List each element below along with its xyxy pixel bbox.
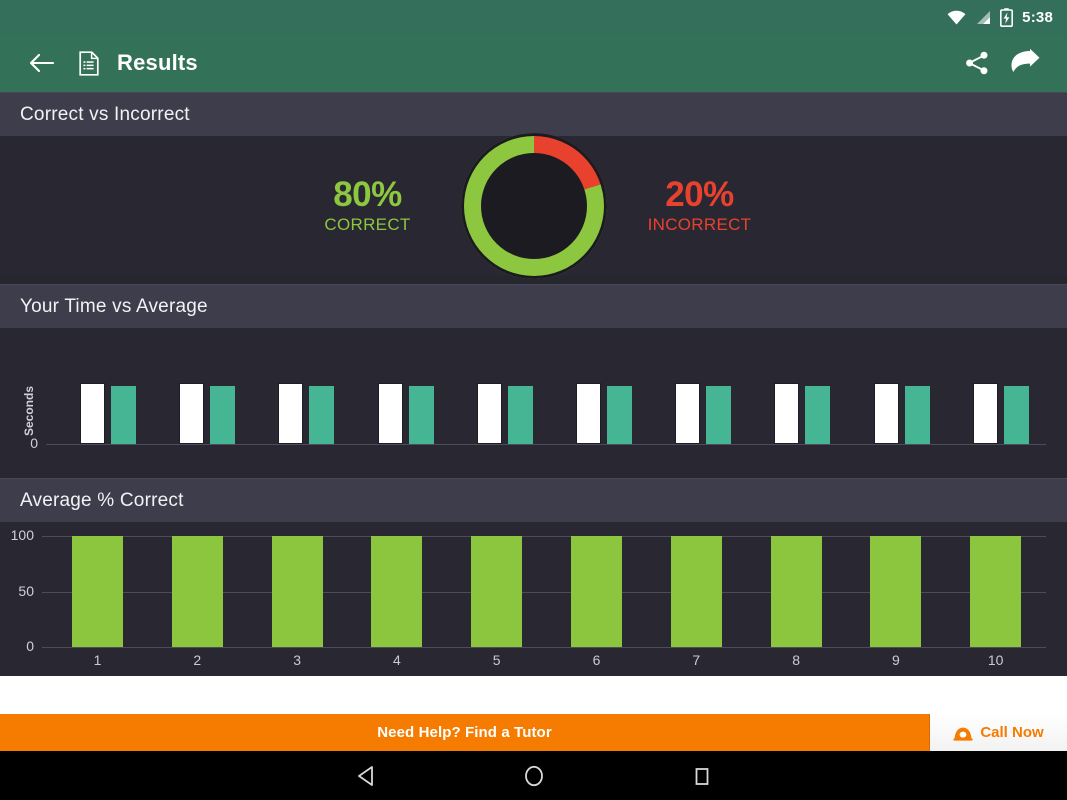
x-tick-10: 10 — [987, 652, 1004, 668]
incorrect-stat: 20% INCORRECT — [625, 177, 775, 235]
bar-your-time-1 — [80, 383, 105, 444]
wifi-icon — [947, 10, 966, 25]
bar-your-time-2 — [179, 383, 205, 444]
bar-your-time-7 — [675, 383, 701, 444]
x-tick-9: 9 — [891, 652, 900, 668]
bar-average-1 — [111, 386, 136, 444]
app-bar: Results — [0, 34, 1067, 92]
correct-label: CORRECT — [324, 214, 411, 234]
incorrect-percent: 20% — [665, 175, 734, 215]
donut-chart-body: 80% CORRECT 20% INCORRECT — [0, 133, 1067, 279]
panel-header-your-time-vs-average: Your Time vs Average — [0, 284, 1067, 328]
x-tick-4: 4 — [392, 652, 401, 668]
bar-average-7 — [706, 386, 732, 444]
bar-average-correct-4 — [371, 536, 423, 647]
share-icon[interactable] — [953, 39, 1001, 87]
bar-your-time-5 — [476, 383, 502, 444]
x-tick-6: 6 — [592, 652, 601, 668]
y-tick-50: 50 — [18, 582, 34, 599]
back-arrow-icon[interactable] — [18, 40, 64, 86]
bar-average-correct-6 — [571, 536, 622, 647]
section-correct-vs-incorrect: Correct vs Incorrect 80% CORRECT 20% INC… — [0, 92, 1067, 279]
banner-text[interactable]: Need Help? Find a Tutor — [377, 724, 552, 741]
tutor-ad-banner[interactable]: Need Help? Find a Tutor Call Now — [0, 714, 1067, 751]
triangle-back-icon[interactable] — [342, 752, 390, 800]
document-icon — [72, 40, 106, 86]
bar-average-6 — [607, 386, 632, 444]
bar-your-time-6 — [576, 383, 601, 444]
bar-average-3 — [309, 386, 335, 444]
android-nav-bar — [0, 751, 1067, 800]
send-arrow-icon[interactable] — [1001, 39, 1049, 87]
page-title: Results — [117, 50, 198, 75]
bar-average-2 — [210, 386, 236, 444]
bar-average-correct-1 — [72, 536, 123, 647]
bar-average-correct-3 — [271, 536, 323, 647]
x-tick-8: 8 — [792, 652, 800, 668]
square-recents-icon[interactable] — [678, 752, 726, 800]
correct-percent: 80% — [333, 175, 402, 215]
phone-icon — [953, 725, 973, 741]
x-tick-5: 5 — [492, 652, 501, 668]
bar-average-4 — [408, 386, 434, 444]
time-vs-average-chart: Seconds012345678910 — [0, 328, 1067, 478]
bar-average-correct-10 — [970, 536, 1022, 647]
average-percent-correct-chart: 0 50 100 1 2 3 4 5 6 7 8 9 10 — [0, 522, 1067, 676]
status-clock: 5:38 — [1022, 8, 1053, 26]
chart-gridline — [46, 444, 1046, 445]
bar-average-correct-7 — [670, 536, 722, 647]
bar-average-correct-5 — [471, 536, 523, 647]
status-bar: 5:38 — [0, 0, 1067, 34]
call-now-label: Call Now — [980, 724, 1044, 741]
panel-title: Your Time vs Average — [20, 295, 208, 317]
panel-header-correct-vs-incorrect: Correct vs Incorrect — [0, 92, 1067, 136]
bar-your-time-4 — [377, 383, 403, 444]
y-tick-0: 0 — [26, 638, 34, 654]
signal-icon — [975, 10, 991, 25]
bar-your-time-8 — [774, 383, 800, 444]
section-average-percent-correct: Average % Correct 0 50 100 1 2 3 4 5 6 7 8 9 10 — [0, 478, 1067, 676]
correct-stat: 80% CORRECT — [293, 177, 443, 235]
donut-chart — [460, 133, 607, 279]
panel-header-average-percent-correct: Average % Correct — [0, 478, 1067, 522]
bar-average-10 — [1003, 386, 1029, 444]
panel-title: Correct vs Incorrect — [20, 103, 190, 125]
bar-average-correct-2 — [171, 536, 223, 647]
bar-your-time-9 — [873, 383, 899, 444]
bar-average-9 — [904, 386, 930, 444]
panel-title: Average % Correct — [20, 489, 184, 511]
chart-gridline — [42, 591, 1046, 593]
y-tick-0: 0 — [30, 435, 38, 451]
x-tick-1: 1 — [93, 652, 102, 668]
chart-gridline — [42, 647, 1046, 648]
circle-home-icon[interactable] — [510, 752, 558, 800]
bar-your-time-3 — [278, 383, 304, 444]
donut-hole — [480, 153, 587, 259]
chart-gridline — [42, 536, 1046, 537]
battery-charging-icon — [1000, 7, 1014, 27]
x-tick-2: 2 — [193, 652, 202, 668]
bar-your-time-10 — [972, 383, 998, 444]
y-axis-label: Seconds — [22, 385, 36, 436]
incorrect-label: INCORRECT — [647, 214, 752, 234]
bar-average-5 — [507, 386, 533, 444]
y-tick-100: 100 — [10, 527, 34, 543]
bar-average-8 — [805, 386, 831, 444]
section-your-time-vs-average: Your Time vs Average Seconds012345678910 — [0, 284, 1067, 478]
x-tick-3: 3 — [293, 652, 301, 668]
bar-average-correct-9 — [870, 536, 922, 647]
x-tick-7: 7 — [692, 652, 701, 668]
call-now-button[interactable]: Call Now — [929, 714, 1067, 751]
bar-average-correct-8 — [770, 536, 822, 647]
ad-whitespace — [0, 676, 1067, 714]
